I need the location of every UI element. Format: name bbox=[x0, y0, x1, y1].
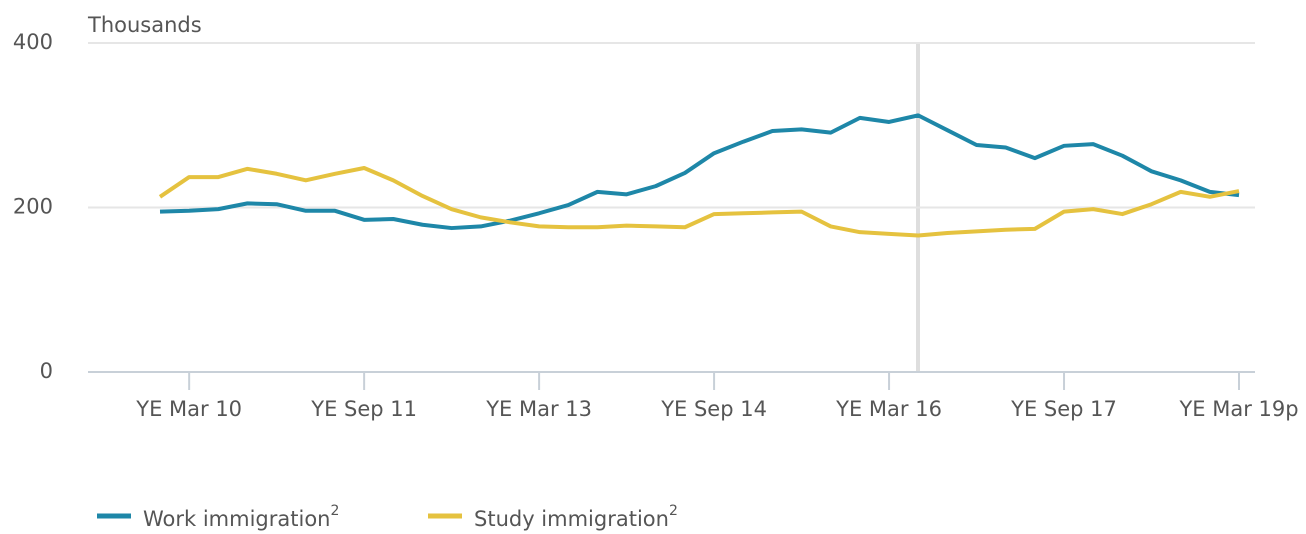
legend-footnote: 2 bbox=[331, 503, 340, 519]
legend-label: Work immigration2 bbox=[143, 503, 339, 531]
legend-name: Study immigration bbox=[474, 507, 669, 531]
x-tick-label: YE Sep 14 bbox=[660, 397, 767, 421]
x-tick-label: YE Mar 13 bbox=[485, 397, 592, 421]
x-tick-label: YE Mar 16 bbox=[835, 397, 942, 421]
y-tick-label: 400 bbox=[13, 30, 53, 54]
legend-label: Study immigration2 bbox=[474, 503, 678, 531]
x-tick-label: YE Sep 17 bbox=[1010, 397, 1117, 421]
y-tick-label: 200 bbox=[13, 195, 53, 219]
x-tick-label: YE Mar 10 bbox=[135, 397, 242, 421]
x-tick-label: YE Sep 11 bbox=[310, 397, 417, 421]
series-line bbox=[159, 113, 1240, 231]
y-axis-label: Thousands bbox=[87, 13, 202, 37]
x-tick-label: YE Mar 19p bbox=[1178, 397, 1298, 421]
y-tick-label: 0 bbox=[40, 359, 53, 383]
legend-name: Work immigration bbox=[143, 507, 331, 531]
series-line bbox=[158, 166, 1240, 238]
legend-footnote: 2 bbox=[669, 503, 678, 519]
